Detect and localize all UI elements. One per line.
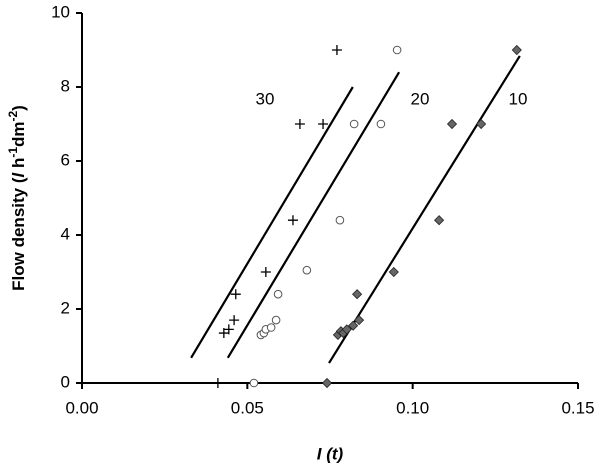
point <box>287 215 298 226</box>
fit-line <box>226 71 401 359</box>
point <box>349 119 359 129</box>
x-axis-label: I (t) <box>317 444 344 463</box>
fit-line <box>328 55 521 364</box>
y-label-unit: h <box>9 158 28 173</box>
point <box>434 215 445 226</box>
point <box>335 215 345 225</box>
y-label-main: Flow density ( <box>9 177 28 291</box>
y-label-unit: l <box>9 172 28 178</box>
point <box>321 377 333 389</box>
y-label-sup: -1 <box>6 147 20 158</box>
point <box>388 266 399 278</box>
y-tick-label: 4 <box>61 224 70 243</box>
y-tick-label: 0 <box>61 372 70 391</box>
series-label: 20 <box>411 89 430 108</box>
point <box>352 289 363 300</box>
point <box>476 118 487 130</box>
y-tick-label: 2 <box>61 298 70 317</box>
point <box>212 378 223 388</box>
point <box>341 324 352 335</box>
point <box>260 267 271 277</box>
point <box>273 289 283 299</box>
y-label-sup: -2 <box>6 110 20 121</box>
point <box>331 45 342 55</box>
point <box>392 45 402 55</box>
point <box>348 320 359 331</box>
fit-line <box>190 86 354 359</box>
point <box>446 118 458 130</box>
point <box>511 44 522 56</box>
x-tick-label: 0.00 <box>65 398 98 417</box>
x-tick-label: 0.15 <box>561 398 594 417</box>
point <box>294 119 305 129</box>
y-tick-label: 8 <box>61 76 70 95</box>
point <box>376 119 386 129</box>
y-label-close: ) <box>9 105 28 111</box>
y-axis-label: Flow density (l h-1dm-2) <box>6 105 28 291</box>
series-label: 10 <box>509 89 528 108</box>
y-tick-label: 6 <box>61 150 70 169</box>
x-tick-label: 0.05 <box>231 398 264 417</box>
point <box>318 119 329 129</box>
point <box>249 378 259 388</box>
series-label: 30 <box>256 89 275 108</box>
y-tick-label: 10 <box>51 2 70 21</box>
point <box>266 323 276 332</box>
point <box>223 324 234 335</box>
point <box>271 315 281 325</box>
point <box>354 315 365 326</box>
point <box>229 315 240 326</box>
x-tick-label: 0.10 <box>396 398 429 417</box>
y-label-unit: dm <box>9 121 28 147</box>
point <box>230 289 241 300</box>
point <box>302 265 312 275</box>
